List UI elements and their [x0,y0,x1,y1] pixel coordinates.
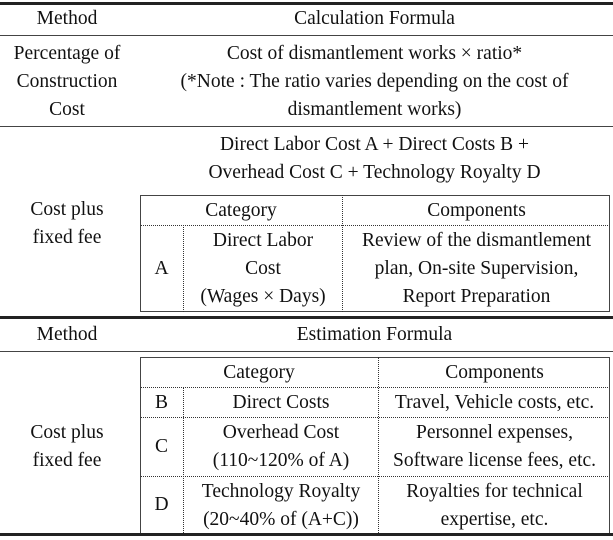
subtable1-header-category: Category [205,200,277,221]
table1-header-divider [0,35,613,36]
table2-header-method: Method [36,324,98,345]
formula-line: Cost of dismantlement works × ratio* [226,43,523,64]
subtable2-row-divider [140,476,610,477]
table1-header-formula: Calculation Formula [294,8,455,29]
subtable1-left-border [140,195,141,312]
subtable2-top-line [140,357,610,358]
category-line: Overhead Cost [222,422,340,443]
components-line: Software license fees, etc. [392,450,597,471]
method-line: Percentage of [13,43,121,64]
subtable2-header-components: Components [445,362,544,383]
subtable1-right-border [609,195,610,312]
subtable1-top-line [140,195,610,196]
components-line: expertise, etc. [440,509,549,530]
components-line: Personnel expenses, [415,422,574,443]
formula-line: (*Note : The ratio varies depending on t… [180,71,569,92]
subtable2-header-divider [140,387,610,388]
table-top-border [0,2,613,5]
category-line: (110~120% of A) [212,450,350,471]
subtable1-row-code: A [154,258,169,279]
components-line: Travel, Vehicle costs, etc. [394,392,595,413]
subtable2-right-border [609,357,610,533]
category-line: (Wages × Days) [200,286,326,307]
subtable2-row-code: D [154,494,169,515]
category-line: Cost [245,258,281,279]
table-bottom-border [0,533,613,536]
subtable2-col-divider-code [183,387,184,533]
category-line: (20~40% of (A+C)) [203,509,359,530]
method-line: Construction [16,71,118,92]
section-separator [0,316,613,319]
components-line: Report Preparation [402,286,551,307]
subtable2-row-divider [140,417,610,418]
subtable2-col-divider-main [378,357,379,533]
subtable1-header-divider [140,225,610,226]
formula-line: Direct Labor Cost A + Direct Costs B + [219,134,530,155]
formula-line: dismantlement works) [287,99,462,120]
table2-header-divider [0,351,613,352]
subtable1-col-divider-code [183,225,184,312]
category-line: Direct Costs [232,392,330,413]
method-line: fixed fee [32,450,102,471]
table2-header-formula: Estimation Formula [296,324,453,345]
subtable2-row-code: C [154,436,168,457]
components-line: Royalties for technical [406,481,583,502]
category-line: Direct Labor [212,230,314,251]
subtable1-header-components: Components [427,200,526,221]
subtable2-left-border [140,357,141,533]
category-line: Technology Royalty [201,481,361,502]
method-line: Cost [49,99,85,120]
method-line: Cost plus [30,422,104,443]
components-line: Review of the dismantlement [361,230,592,251]
components-line: plan, On-site Supervision, [374,258,579,279]
subtable1-bottom-line [140,311,610,312]
method-line: fixed fee [32,227,102,248]
subtable2-header-category: Category [223,362,295,383]
table1-row1-divider [0,126,613,127]
subtable2-row-code: B [154,392,168,413]
subtable1-col-divider-main [342,195,343,312]
formula-line: Overhead Cost C + Technology Royalty D [208,162,541,183]
table1-header-method: Method [36,8,98,29]
method-line: Cost plus [30,199,104,220]
